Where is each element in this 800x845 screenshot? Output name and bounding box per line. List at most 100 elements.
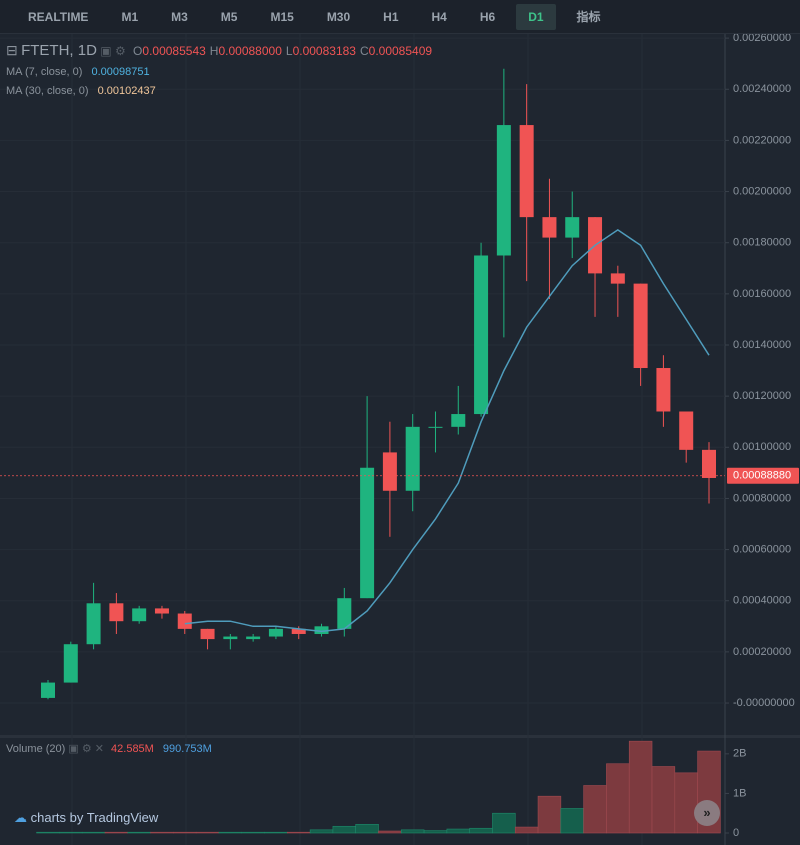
volume-bar	[514, 826, 539, 834]
ohlc-values: O0.00085543 H0.00088000 L0.00083183 C0.0008…	[129, 44, 432, 58]
ohlc-value: 0.00085543	[142, 44, 206, 58]
volume-bar	[104, 831, 129, 834]
ohlc-legend: ⊟ FTETH, 1D ▣ ⚙ O0.00085543 H0.00088000 L0…	[6, 42, 432, 59]
ohlc-label: L	[285, 44, 293, 58]
candle-body	[519, 125, 534, 218]
timeframe-button[interactable]: M3	[171, 9, 188, 24]
candle-body	[633, 283, 648, 369]
y-tick-label: -0.00000000	[733, 697, 795, 709]
candle-body	[223, 636, 238, 640]
volume-bar	[309, 829, 334, 834]
ohlc-label: O	[133, 44, 143, 58]
y-tick-label: 0.00140000	[733, 339, 791, 351]
settings-icons[interactable]: ▣ ⚙ ✕	[68, 743, 104, 755]
timeframe-button[interactable]: M15	[270, 9, 294, 24]
ma-value: 0.00102437	[97, 85, 156, 97]
volume-bar	[606, 763, 630, 834]
volume-bar	[378, 830, 402, 834]
candle-body	[428, 426, 443, 428]
candle-body	[177, 613, 192, 629]
candle-body	[451, 414, 466, 427]
volume-ma-value: 990.753M	[162, 743, 212, 755]
volume-bar	[423, 830, 448, 834]
candle-body	[314, 626, 329, 634]
candle-body	[291, 628, 306, 634]
timeframe-button[interactable]: D1	[516, 3, 556, 30]
watermark: ☁ charts by TradingView	[14, 810, 158, 826]
candle-body	[656, 368, 671, 412]
volume-bar	[218, 831, 243, 834]
volume-bar	[446, 828, 470, 834]
ohlc-label: C	[359, 44, 369, 58]
volume-bar	[400, 829, 425, 834]
volume-bar	[332, 825, 357, 834]
volume-bar	[264, 831, 288, 834]
candle-body	[496, 125, 511, 256]
volume-bar	[173, 831, 197, 834]
candle-body	[109, 603, 124, 622]
candle-body	[268, 628, 283, 637]
candle-body	[542, 217, 557, 238]
volume-legend: Volume (20) ▣ ⚙ ✕ 42.585M 990.753M	[6, 742, 212, 755]
volume-tick-label: 1B	[733, 787, 746, 799]
volume-bar	[492, 812, 516, 834]
timeframe-toolbar: REALTIME M1 M3 M5 M15 M30 H1 H4 H6 D1 指标	[0, 0, 800, 34]
volume-value: 42.585M	[111, 743, 154, 755]
watermark-text: charts by TradingView	[30, 810, 159, 825]
volume-bar	[241, 831, 265, 834]
collapse-icon[interactable]: ⊟	[6, 42, 18, 58]
timeframe-button[interactable]: M1	[121, 9, 139, 24]
candle-body	[86, 603, 101, 645]
timeframe-button[interactable]: 指标	[576, 9, 601, 24]
volume-bar	[583, 785, 607, 834]
candle-body	[405, 426, 420, 491]
volume-bar	[674, 772, 698, 834]
timeframe-button[interactable]: H4	[431, 9, 447, 24]
symbol: FTETH, 1D	[21, 42, 97, 59]
volume-title: Volume (20)	[6, 743, 66, 755]
timeframe-button[interactable]: H1	[383, 9, 399, 24]
timeframe-button[interactable]: M5	[220, 9, 238, 24]
ohlc-label: H	[209, 44, 219, 58]
candle-body	[154, 608, 169, 614]
candle-body	[610, 273, 625, 284]
ma30-legend: MA (30, close, 0) 0.00102437	[6, 85, 156, 97]
candle-body	[382, 452, 397, 491]
y-tick-label: 0.00040000	[733, 595, 791, 607]
ma-name: MA (7, close, 0)	[6, 66, 83, 78]
volume-bar	[287, 831, 311, 834]
volume-tick-label: 0	[733, 827, 739, 839]
ma-line	[184, 228, 710, 633]
ohlc-value: 0.00085409	[368, 44, 433, 58]
volume-bar	[195, 831, 220, 834]
volume-bar	[36, 831, 60, 834]
timeframe-button[interactable]: REALTIME	[28, 9, 89, 24]
volume-bar	[355, 823, 379, 834]
volume-bar	[469, 827, 493, 834]
y-tick-label: 0.00020000	[733, 646, 791, 658]
volume-tick-label: 2B	[733, 748, 746, 760]
candle-body	[132, 608, 147, 622]
y-tick-label: 0.00240000	[733, 83, 791, 95]
volume-bar	[127, 831, 151, 834]
candle-body	[474, 255, 489, 415]
ma7-legend: MA (7, close, 0) 0.00098751	[6, 66, 150, 78]
candle-body	[200, 628, 215, 640]
volume-bar	[628, 740, 653, 834]
y-tick-label: 0.00200000	[733, 185, 791, 197]
scroll-button[interactable]: »	[694, 800, 720, 826]
timeframe-button[interactable]: H6	[479, 9, 496, 24]
y-tick-label: 0.00260000	[733, 32, 791, 44]
volume-bar	[59, 831, 83, 834]
y-tick-label: 0.00120000	[733, 390, 791, 402]
settings-icons[interactable]: ▣ ⚙	[100, 44, 126, 58]
y-tick-label: 0.00080000	[733, 492, 791, 504]
candle-body	[41, 682, 55, 698]
candle-body	[565, 217, 580, 238]
candle-body	[679, 411, 694, 450]
y-tick-label: 0.00060000	[733, 543, 791, 555]
ma-name: MA (30, close, 0)	[6, 85, 89, 97]
timeframe-button[interactable]: M30	[326, 9, 351, 24]
